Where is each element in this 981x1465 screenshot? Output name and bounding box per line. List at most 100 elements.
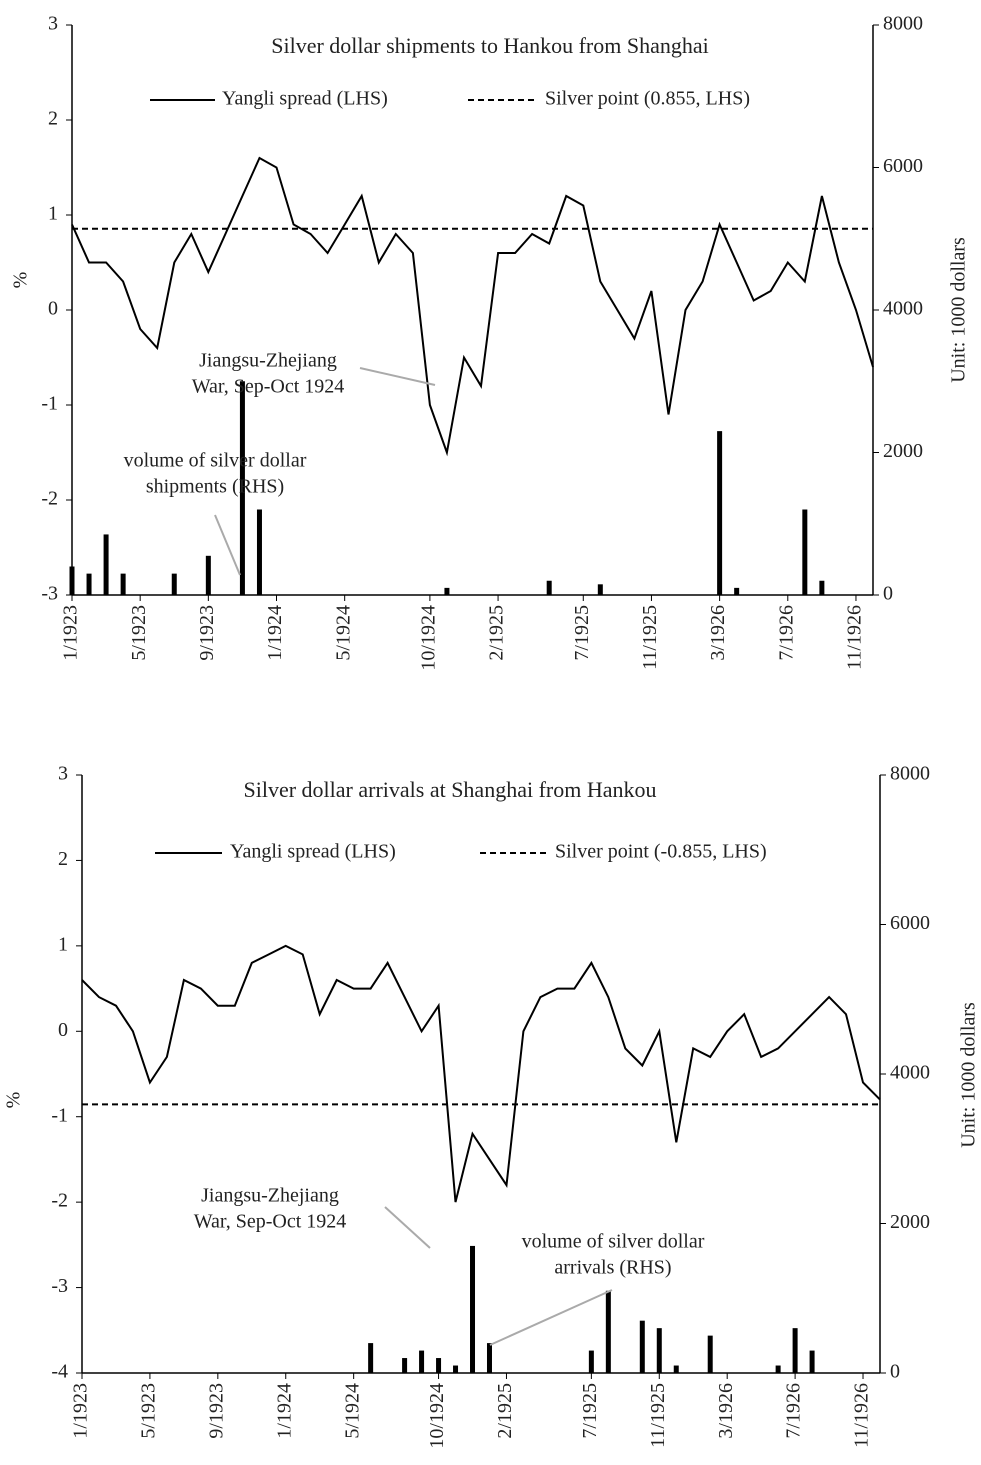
volume-bar bbox=[819, 580, 825, 595]
volume-bar bbox=[802, 509, 808, 595]
spread-line bbox=[81, 944, 881, 1203]
legend-label: Yangli spread (LHS) bbox=[222, 88, 388, 110]
volume-bar bbox=[588, 1350, 594, 1373]
x-tick-label: 2/1925 bbox=[494, 1383, 516, 1439]
annotation-leader bbox=[359, 367, 436, 386]
y-tick-label: 0 bbox=[58, 1019, 68, 1041]
y2-tick-label: 8000 bbox=[883, 13, 923, 35]
annotation: volume of silver dollar bbox=[124, 450, 307, 472]
x-tick-label: 7/1926 bbox=[783, 1383, 805, 1439]
legend-label: Silver point (-0.855, LHS) bbox=[555, 841, 767, 863]
x-tick-label: 1/1924 bbox=[264, 605, 286, 661]
x-tick-label: 5/1923 bbox=[138, 1383, 160, 1439]
x-tick-label: 5/1924 bbox=[332, 605, 354, 661]
y2-tick-label: 6000 bbox=[890, 912, 930, 934]
y-tick-label: 3 bbox=[58, 763, 68, 785]
volume-bar bbox=[86, 573, 92, 595]
y-tick-label: 0 bbox=[48, 298, 58, 320]
volume-bar bbox=[809, 1350, 815, 1373]
volume-bar bbox=[486, 1343, 492, 1373]
annotation-leader bbox=[214, 514, 241, 576]
legend-label: Yangli spread (LHS) bbox=[230, 841, 396, 863]
volume-bar bbox=[546, 580, 552, 595]
volume-bar bbox=[639, 1320, 645, 1373]
y-tick-label: -2 bbox=[41, 488, 58, 510]
volume-bar bbox=[453, 1365, 459, 1373]
volume-bar bbox=[69, 566, 75, 595]
x-tick-label: 3/1926 bbox=[707, 605, 729, 661]
x-tick-label: 5/1924 bbox=[341, 1383, 363, 1439]
y2-axis-label: Unit: 1000 dollars bbox=[958, 1002, 980, 1148]
volume-bar bbox=[239, 381, 245, 595]
volume-bar bbox=[103, 534, 109, 595]
volume-bar bbox=[605, 1290, 611, 1373]
volume-bar bbox=[120, 573, 126, 595]
y-tick-label: -4 bbox=[51, 1361, 68, 1383]
y2-tick-label: 2000 bbox=[883, 440, 923, 462]
x-tick-label: 10/1924 bbox=[417, 605, 439, 671]
y2-tick-label: 4000 bbox=[890, 1062, 930, 1084]
volume-bar bbox=[470, 1245, 476, 1373]
y-axis-label: % bbox=[10, 272, 32, 289]
volume-bar bbox=[775, 1365, 781, 1373]
volume-bar bbox=[444, 587, 450, 595]
y2-tick-label: 4000 bbox=[883, 298, 923, 320]
y2-tick-label: 6000 bbox=[883, 155, 923, 177]
y-tick-label: -3 bbox=[51, 1275, 68, 1297]
volume-bar bbox=[256, 509, 262, 595]
spread-line bbox=[71, 156, 874, 457]
y-tick-label: -3 bbox=[41, 583, 58, 605]
volume-bar bbox=[402, 1358, 408, 1373]
chart-title: Silver dollar shipments to Hankou from S… bbox=[271, 33, 709, 58]
y-tick-label: -2 bbox=[51, 1190, 68, 1212]
annotation: War, Sep-Oct 1924 bbox=[194, 1211, 347, 1233]
volume-bar bbox=[436, 1358, 442, 1373]
y2-tick-label: 0 bbox=[890, 1361, 900, 1383]
x-tick-label: 1/1923 bbox=[60, 605, 82, 661]
y-tick-label: 2 bbox=[48, 108, 58, 130]
x-tick-label: 1/1924 bbox=[273, 1383, 295, 1439]
x-tick-label: 9/1923 bbox=[196, 605, 218, 661]
legend-label: Silver point (0.855, LHS) bbox=[545, 88, 750, 110]
y2-axis-label: Unit: 1000 dollars bbox=[948, 237, 970, 383]
y2-tick-label: 0 bbox=[883, 583, 893, 605]
annotation: Jiangsu-Zhejiang bbox=[199, 350, 337, 372]
x-tick-label: 1/1923 bbox=[70, 1383, 92, 1439]
x-tick-label: 11/1926 bbox=[851, 1383, 873, 1448]
y-tick-label: 1 bbox=[48, 203, 58, 225]
annotation-leader bbox=[489, 1289, 613, 1346]
annotation: arrivals (RHS) bbox=[554, 1257, 671, 1279]
x-tick-label: 11/1925 bbox=[639, 605, 661, 670]
annotation: War, Sep-Oct 1924 bbox=[192, 376, 345, 398]
volume-bar bbox=[673, 1365, 679, 1373]
annotation: Jiangsu-Zhejiang bbox=[201, 1185, 339, 1207]
x-tick-label: 9/1923 bbox=[205, 1383, 227, 1439]
y-axis-label: % bbox=[3, 1092, 25, 1109]
chart-title: Silver dollar arrivals at Shanghai from … bbox=[243, 777, 656, 802]
annotation: volume of silver dollar bbox=[522, 1231, 705, 1253]
volume-bar bbox=[368, 1343, 374, 1373]
x-tick-label: 11/1925 bbox=[647, 1383, 669, 1448]
volume-bar bbox=[171, 573, 177, 595]
volume-bar bbox=[597, 584, 603, 595]
y-tick-label: -1 bbox=[41, 393, 58, 415]
y-tick-label: 1 bbox=[58, 933, 68, 955]
volume-bar bbox=[707, 1335, 713, 1373]
y-tick-label: 3 bbox=[48, 13, 58, 35]
volume-bar bbox=[734, 587, 740, 595]
y-tick-label: 2 bbox=[58, 848, 68, 870]
y2-tick-label: 8000 bbox=[890, 763, 930, 785]
annotation: shipments (RHS) bbox=[146, 476, 284, 498]
x-tick-label: 11/1926 bbox=[844, 605, 866, 670]
volume-bar bbox=[717, 431, 723, 595]
x-tick-label: 7/1925 bbox=[571, 605, 593, 661]
x-tick-label: 10/1924 bbox=[426, 1383, 448, 1449]
x-tick-label: 3/1926 bbox=[715, 1383, 737, 1439]
y-tick-label: -1 bbox=[51, 1104, 68, 1126]
x-tick-label: 2/1925 bbox=[486, 605, 508, 661]
x-tick-label: 7/1925 bbox=[579, 1383, 601, 1439]
volume-bar bbox=[792, 1328, 798, 1373]
x-tick-label: 7/1926 bbox=[775, 605, 797, 661]
volume-bar bbox=[656, 1328, 662, 1373]
